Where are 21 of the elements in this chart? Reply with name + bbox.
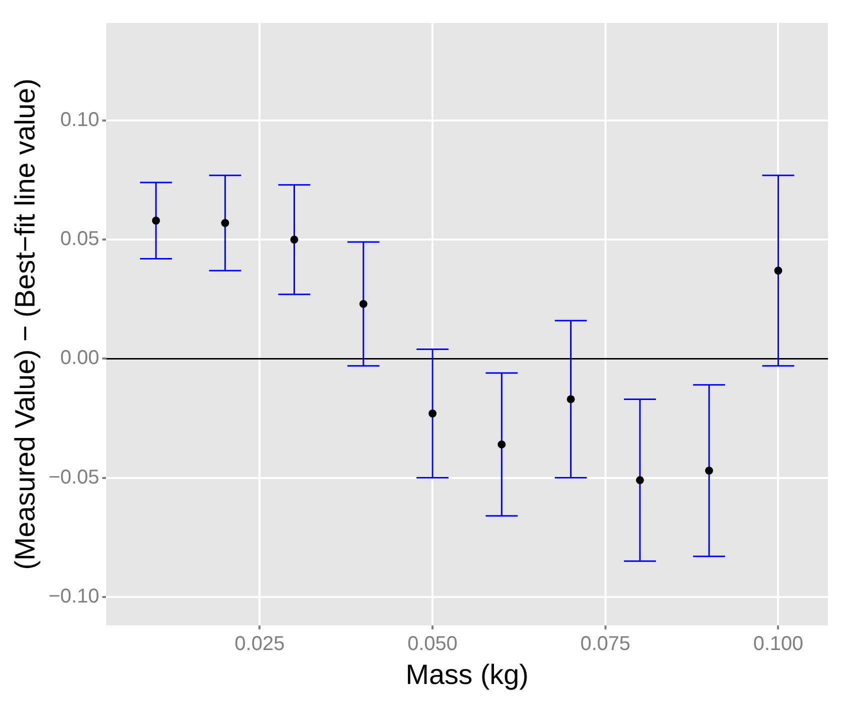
point (152, 216, 160, 225)
y-tick-label: −0.05 (48, 466, 100, 488)
point (774, 266, 782, 275)
point (705, 466, 714, 475)
point (359, 300, 368, 308)
y-tick-label: −0.10 (48, 585, 100, 608)
point (221, 219, 230, 228)
x-axis-title: Mass (kg) (406, 658, 529, 690)
y-axis-title: (Measured Value) − (Best−fit line value) (10, 78, 41, 570)
point (498, 440, 506, 448)
point (290, 236, 298, 244)
y-tick-label: 0.00 (60, 347, 100, 370)
x-tick-label: 0.075 (580, 632, 630, 655)
point (428, 409, 437, 418)
y-tick-label: 0.05 (60, 228, 100, 250)
x-tick-label: 0.025 (234, 632, 285, 655)
y-tick-label: 0.10 (60, 109, 100, 132)
point (636, 476, 644, 484)
x-tick-label: 0.100 (753, 632, 804, 655)
point (566, 395, 575, 404)
x-tick-label: 0.050 (408, 632, 458, 655)
